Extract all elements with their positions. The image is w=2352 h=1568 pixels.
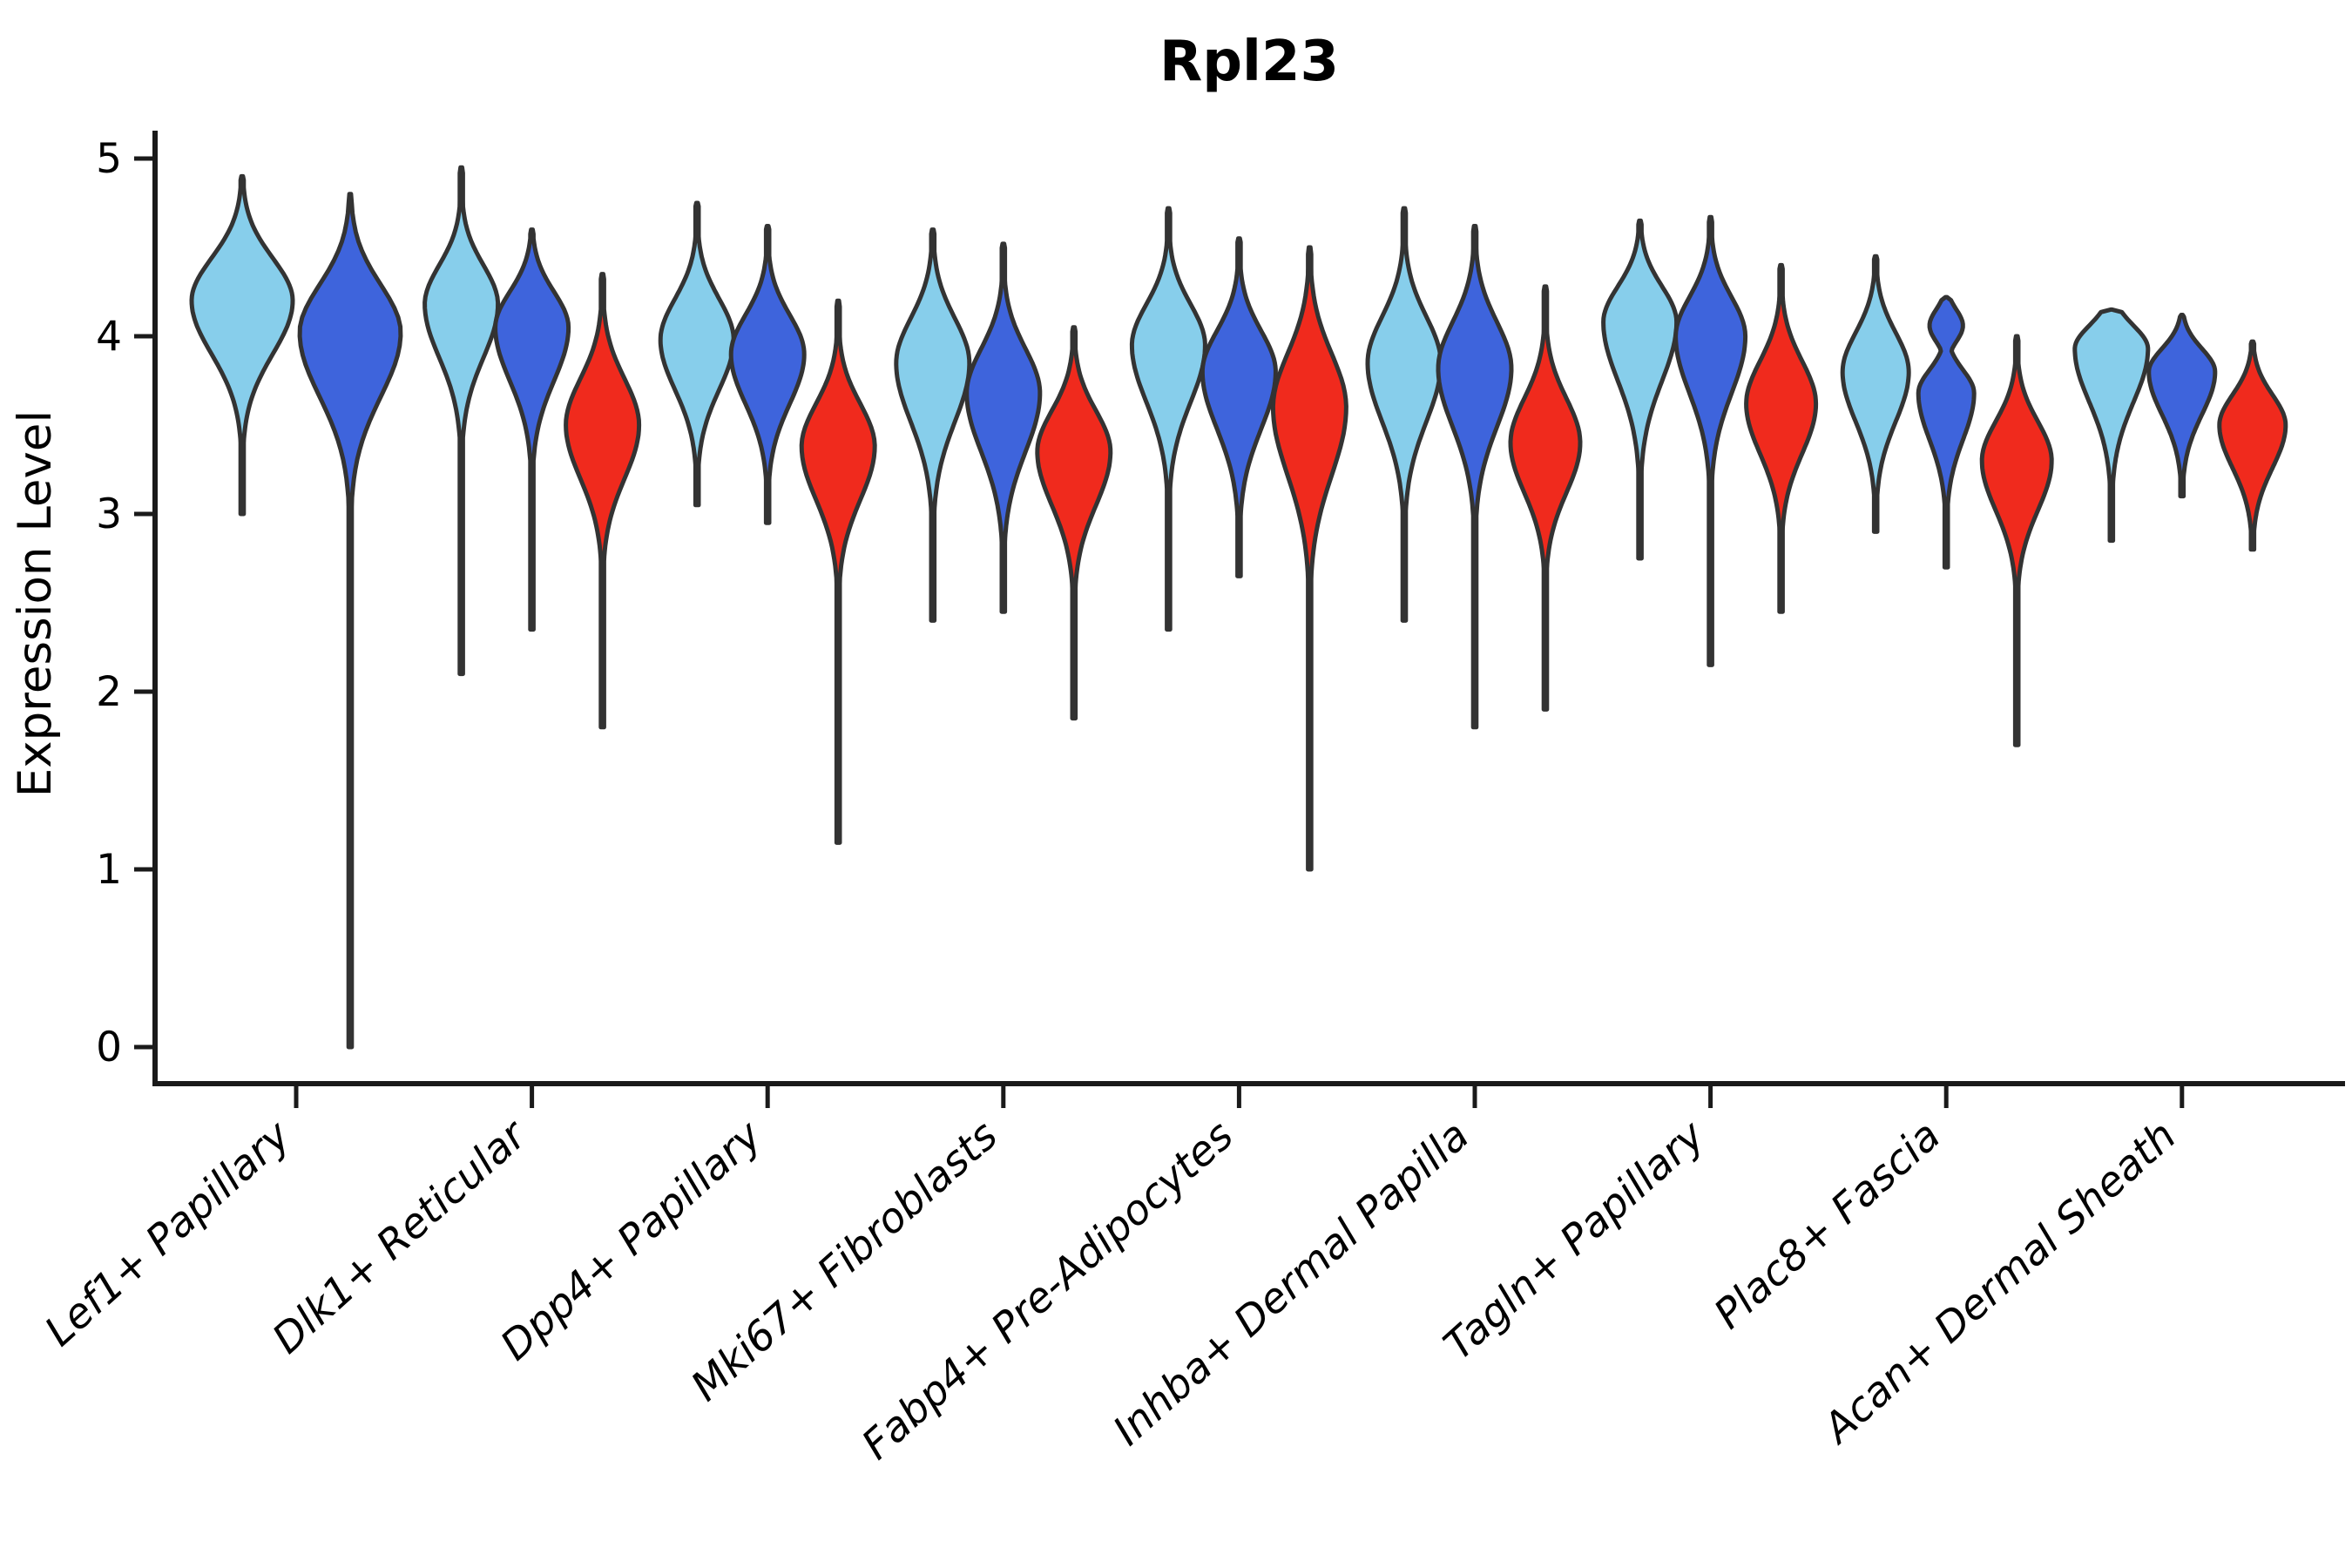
y-tick-label-4: 4 bbox=[96, 313, 122, 361]
violin-dpp4-light_blue bbox=[658, 200, 736, 508]
violin-dlk1-dark_blue bbox=[493, 227, 571, 632]
y-axis-ticks: 0 1 2 3 4 5 bbox=[96, 135, 155, 1071]
y-tick-label-1: 1 bbox=[96, 846, 122, 894]
violin-mki67-light_blue bbox=[894, 227, 972, 623]
violin-plac8-dark_blue bbox=[1916, 294, 1977, 570]
violin-fabp4-red bbox=[1270, 245, 1348, 872]
x-tick-label-0: Lef1+ Papillary bbox=[36, 1111, 301, 1355]
violin-plac8-light_blue bbox=[1840, 253, 1911, 534]
y-tick-label-0: 0 bbox=[96, 1024, 122, 1071]
chart-title: Rpl23 bbox=[1159, 30, 1339, 94]
violin-dpp4-red bbox=[799, 298, 877, 845]
violin-series bbox=[189, 165, 2288, 1050]
x-tick-label-4: Fabp4+ Pre-Adipocytes bbox=[853, 1112, 1242, 1469]
violin-mki67-red bbox=[1035, 325, 1113, 721]
violin-acan-light_blue bbox=[2072, 307, 2151, 544]
y-tick-label-5: 5 bbox=[96, 135, 122, 183]
violin-tagln-red bbox=[1744, 262, 1819, 614]
x-tick-label-1: Dlk1+ Reticular bbox=[263, 1110, 537, 1363]
violin-dlk1-light_blue bbox=[422, 165, 501, 677]
y-tick-label-3: 3 bbox=[96, 490, 122, 538]
violin-inhba-red bbox=[1508, 284, 1583, 712]
violin-acan-red bbox=[2217, 339, 2288, 552]
violin-tagln-light_blue bbox=[1601, 218, 1680, 561]
violin-fabp4-dark_blue bbox=[1200, 236, 1278, 578]
x-tick-label-6: Tagln+ Papillary bbox=[1435, 1111, 1714, 1369]
violin-lef1-dark_blue bbox=[297, 192, 403, 1050]
violin-lef1-light_blue bbox=[189, 173, 295, 517]
violin-inhba-dark_blue bbox=[1436, 224, 1514, 730]
violin-dlk1-red bbox=[564, 272, 642, 730]
y-tick-label-2: 2 bbox=[96, 668, 122, 716]
violin-plac8-red bbox=[1979, 334, 2054, 747]
x-tick-label-7: Plac8+ Fascia bbox=[1705, 1112, 1950, 1339]
violin-acan-dark_blue bbox=[2146, 313, 2218, 499]
violin-inhba-light_blue bbox=[1365, 206, 1443, 623]
violin-fabp4-light_blue bbox=[1129, 206, 1207, 632]
y-axis-label: Expression Level bbox=[9, 410, 62, 797]
violin-mki67-dark_blue bbox=[964, 241, 1043, 614]
violin-dpp4-dark_blue bbox=[728, 224, 807, 525]
violin-tagln-dark_blue bbox=[1673, 214, 1748, 667]
